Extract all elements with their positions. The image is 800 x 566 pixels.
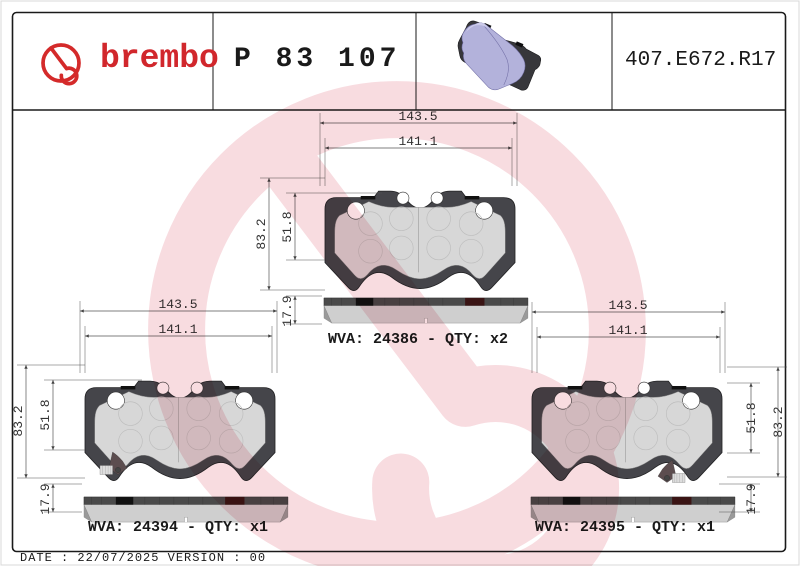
- svg-text:83.2: 83.2: [11, 405, 26, 436]
- svg-text:brembo: brembo: [100, 40, 219, 77]
- svg-text:DATE : 22/07/2025 VERSION : 00: DATE : 22/07/2025 VERSION : 00: [20, 551, 266, 565]
- svg-text:83.2: 83.2: [254, 218, 269, 249]
- svg-text:P 83 107: P 83 107: [234, 44, 400, 75]
- svg-text:407.E672.R17: 407.E672.R17: [625, 49, 776, 72]
- svg-text:83.2: 83.2: [771, 406, 786, 437]
- svg-text:51.8: 51.8: [744, 402, 759, 433]
- svg-text:51.8: 51.8: [38, 399, 53, 430]
- svg-text:17.9: 17.9: [38, 483, 53, 514]
- svg-text:17.9: 17.9: [744, 483, 759, 514]
- svg-text:17.9: 17.9: [280, 295, 295, 326]
